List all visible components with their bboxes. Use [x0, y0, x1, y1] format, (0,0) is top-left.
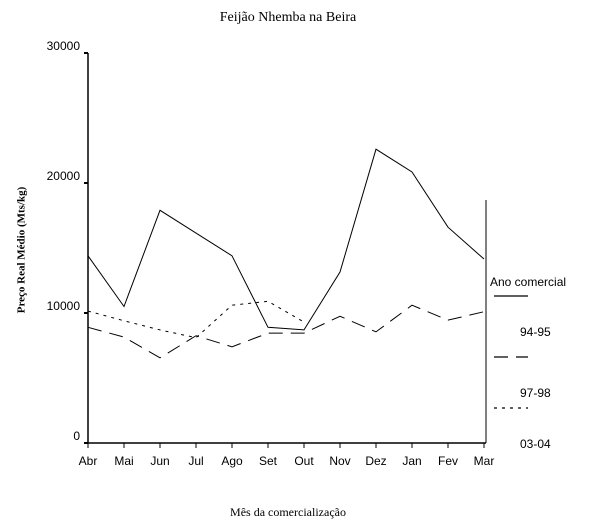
x-axis-label: Mês da comercialização: [230, 505, 346, 519]
legend-label: 97-98: [520, 386, 551, 400]
x-tick-label: Jan: [402, 454, 421, 468]
y-tick-label: 30000: [47, 39, 81, 53]
y-tick-label: 10000: [47, 299, 81, 313]
legend-label: 94-95: [520, 325, 551, 339]
x-tick-label: Mar: [474, 454, 495, 468]
x-tick-label: Mai: [114, 454, 133, 468]
y-tick-label: 0: [73, 429, 80, 443]
legend-title: Ano comercial: [490, 275, 566, 289]
x-tick-label: Jun: [150, 454, 169, 468]
chart-title: Feijão Nhemba na Beira: [220, 10, 357, 25]
y-axis-label: Preço Real Médio (Mts/kg): [16, 186, 28, 313]
line-series: [87, 300, 305, 339]
x-tick-label: Jul: [188, 454, 203, 468]
y-tick-label: 20000: [47, 169, 81, 183]
line-series: [87, 148, 485, 331]
x-tick-label: Out: [294, 454, 314, 468]
x-tick-label: Abr: [79, 454, 98, 468]
x-tick-label: Dez: [365, 454, 386, 468]
line-series: [87, 304, 485, 359]
x-tick-label: Ago: [221, 454, 243, 468]
legend-label: 03-04: [520, 437, 551, 451]
x-tick-label: Set: [259, 454, 278, 468]
x-tick-label: Nov: [329, 454, 350, 468]
x-tick-label: Fev: [438, 454, 458, 468]
